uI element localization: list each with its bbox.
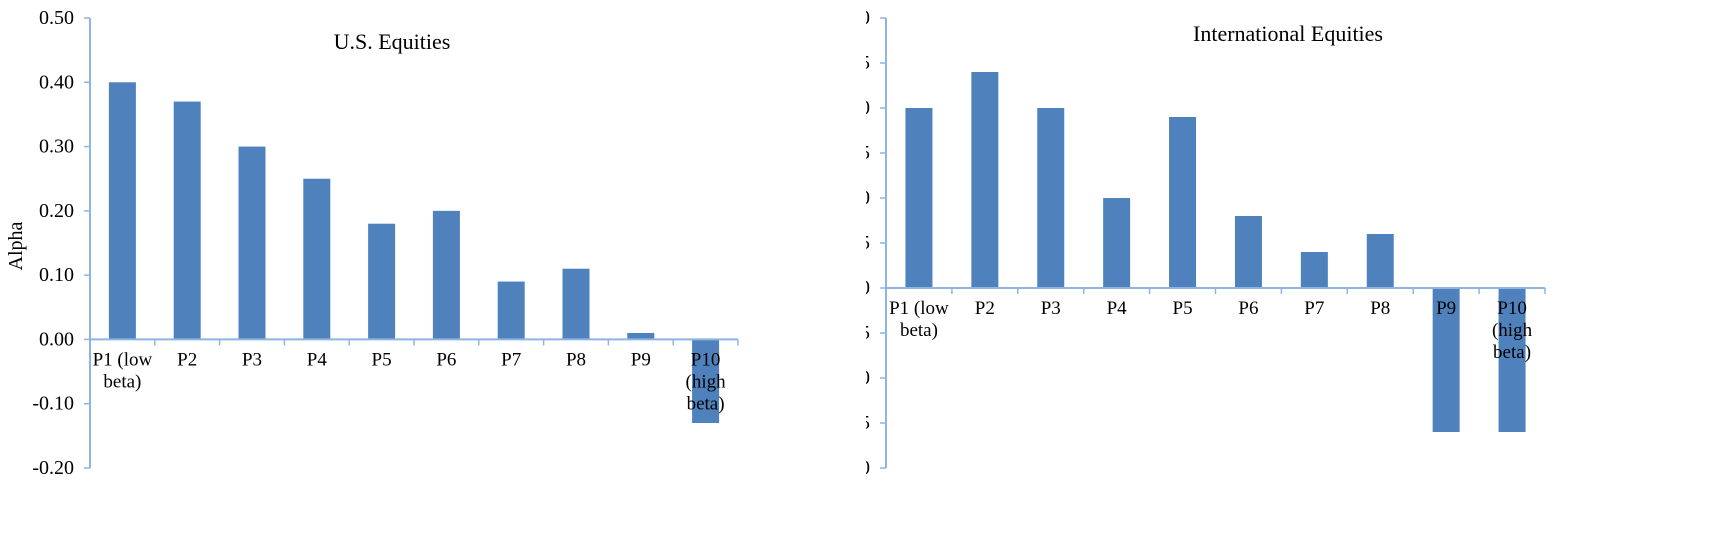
bar-p4	[303, 178, 331, 340]
y-tick-label: 0.05	[866, 232, 870, 254]
chart-us-equities: U.S. Equities Alpha 0.50 0.40 0.30 0.20 0.10 0.…	[5, 7, 739, 479]
y-tick-label: 0.40	[39, 71, 74, 93]
y-tick-label: -0.05	[866, 322, 870, 344]
y-tick-label: 0.20	[866, 97, 870, 119]
x-category-label: P7	[501, 349, 521, 370]
y-tick-label: -0.15	[866, 412, 870, 434]
y-tick-label: 0.25	[866, 52, 870, 74]
x-category-label: P7	[1304, 298, 1324, 319]
x-category-label: P6	[1238, 298, 1258, 319]
chart-international-equities: International EquitiesAlpha0.300.250.200…	[866, 0, 1732, 540]
y-axis-label: Alpha	[5, 221, 27, 270]
x-category-label: P1 (low beta)	[889, 298, 949, 341]
x-category-label: P10 (high beta)	[686, 349, 727, 414]
x-category-label: P10 (high beta)	[1492, 298, 1533, 363]
bar-p5	[1169, 117, 1197, 288]
bar-p2	[173, 101, 201, 340]
x-category-label: P2	[177, 349, 197, 370]
bar-p2	[971, 72, 999, 288]
y-tick-label: -0.20	[866, 457, 870, 479]
x-category-label: P5	[1173, 298, 1193, 319]
chart-international-equities-svg: International EquitiesAlpha0.300.250.200…	[866, 7, 1546, 479]
y-tick-label: -0.20	[32, 457, 74, 479]
x-category-label: P6	[436, 349, 456, 370]
x-category-label: P3	[242, 349, 262, 370]
chart-title: U.S. Equities	[334, 29, 451, 54]
bar-p6	[432, 210, 460, 340]
x-category-label: P5	[372, 349, 392, 370]
bar-p8	[1366, 234, 1394, 288]
bar-p10	[692, 339, 720, 423]
chart-title: International Equities	[1193, 21, 1383, 46]
bar-p9	[1432, 288, 1460, 432]
x-category-label: P9	[1436, 298, 1456, 319]
chart-us-equities-svg: U.S. Equities Alpha 0.50 0.40 0.30 0.20 0.10 0.…	[5, 7, 739, 479]
x-category-label: P8	[566, 349, 586, 370]
y-tick-label: 0.20	[39, 200, 74, 222]
bar-p1	[108, 82, 136, 340]
x-category-label: P3	[1041, 298, 1061, 319]
x-category-label: P4	[1107, 298, 1128, 319]
y-tick-label: 0.00	[39, 328, 74, 350]
bar-p3	[238, 146, 266, 340]
y-tick-label: 0.50	[39, 7, 74, 29]
bar-p8	[562, 268, 590, 340]
y-tick-label: 0.00	[866, 277, 870, 299]
y-tick-label: 0.30	[866, 7, 870, 29]
bar-p7	[497, 281, 525, 340]
bar-p5	[368, 223, 396, 340]
bar-p7	[1300, 252, 1328, 288]
x-category-label: P8	[1370, 298, 1390, 319]
x-category-label: P4	[307, 349, 328, 370]
bar-p4	[1103, 198, 1131, 288]
x-category-label: P2	[975, 298, 995, 319]
bar-p10	[1498, 288, 1526, 432]
x-category-label: P9	[631, 349, 651, 370]
x-category-label: P1 (low beta)	[93, 349, 153, 392]
bar-p1	[905, 108, 933, 288]
y-tick-label: 0.30	[39, 136, 74, 158]
y-tick-label: -0.10	[32, 393, 74, 415]
y-tick-label: 0.10	[866, 187, 870, 209]
bar-p9	[627, 333, 655, 340]
y-tick-label: -0.10	[866, 367, 870, 389]
bar-p3	[1037, 108, 1065, 288]
bar-p6	[1234, 216, 1262, 288]
y-tick-label: 0.15	[866, 142, 870, 164]
y-tick-label: 0.10	[39, 264, 74, 286]
